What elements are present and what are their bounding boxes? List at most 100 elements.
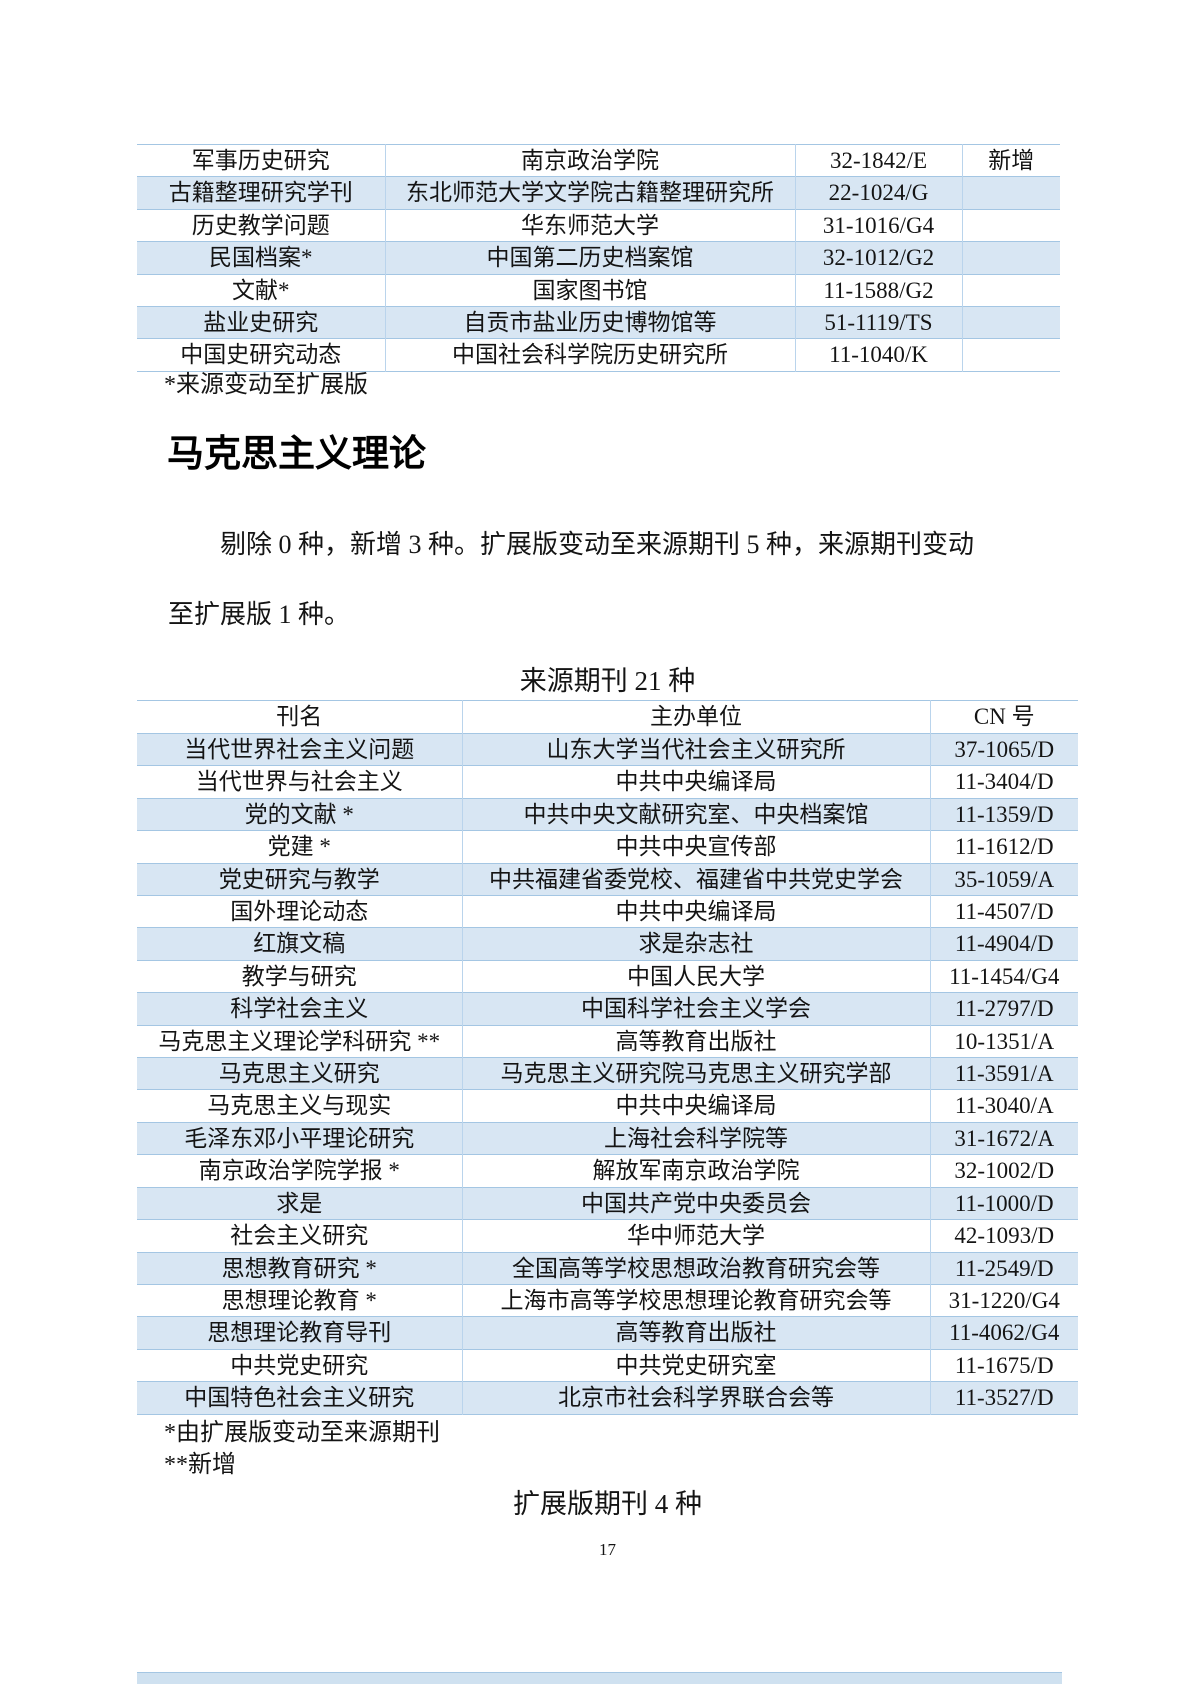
table-cell-org: 华东师范大学 bbox=[384, 209, 795, 242]
table-row: 教学与研究 中国人民大学 11-1454/G4 bbox=[137, 960, 1078, 993]
table-cell-cn: 11-3527/D bbox=[929, 1381, 1078, 1415]
table-row: 思想理论教育导刊 高等教育出版社 11-4062/G4 bbox=[137, 1316, 1078, 1350]
table-cell-cn: 11-3591/A bbox=[929, 1057, 1078, 1090]
table-cell-title: 中国特色社会主义研究 bbox=[184, 1385, 415, 1411]
table-cell-title: 党建 * bbox=[267, 834, 331, 860]
table-row: 科学社会主义 中国科学社会主义学会 11-2797/D bbox=[137, 992, 1078, 1026]
table-cell-title: 古籍整理研究学刊 bbox=[168, 180, 353, 206]
table-cell-note bbox=[961, 338, 1060, 372]
table-cell-org: 中共福建省委党校、福建省中共党史学会 bbox=[461, 863, 930, 896]
table-cell-title: 马克思主义理论学科研究 ** bbox=[158, 1028, 441, 1054]
table-cell-cn: 11-1675/D bbox=[929, 1349, 1078, 1382]
section-heading-marxism-theory: 马克思主义理论 bbox=[167, 433, 426, 474]
table-cell-title: 求是 bbox=[276, 1190, 323, 1216]
table-row: 社会主义研究 华中师范大学 42-1093/D bbox=[137, 1219, 1078, 1252]
table-cell-org: 中国共产党中央委员会 bbox=[461, 1187, 930, 1220]
table-row: 党建 * 中共中央宣传部 11-1612/D bbox=[137, 830, 1078, 864]
paragraph-line: 至扩展版 1 种。 bbox=[168, 600, 351, 629]
table-cell-title: 国外理论动态 bbox=[230, 899, 369, 925]
table-cell-note bbox=[961, 274, 1060, 307]
table-row: 毛泽东邓小平理论研究 上海社会科学院等 31-1672/A bbox=[137, 1122, 1078, 1155]
table-cell-cn: 11-1454/G4 bbox=[929, 960, 1078, 993]
table-cell-cn: 11-2549/D bbox=[929, 1252, 1078, 1285]
table-cell-title: 科学社会主义 bbox=[230, 996, 369, 1022]
table-cell-cn: 11-1000/D bbox=[929, 1187, 1078, 1220]
column-header-organizer: 主办单位 bbox=[461, 700, 930, 734]
page-number: 17 bbox=[599, 1540, 616, 1559]
table-cell-org: 马克思主义研究院马克思主义研究学部 bbox=[461, 1057, 930, 1090]
table-cell-org: 南京政治学院 bbox=[384, 144, 795, 177]
table-cell-title: 红旗文稿 bbox=[253, 931, 346, 957]
table-cell-cn: 11-4904/D bbox=[929, 927, 1078, 961]
table-cell-org: 解放军南京政治学院 bbox=[461, 1154, 930, 1188]
table-cell-title: 历史教学问题 bbox=[191, 212, 330, 238]
table-cell-cn: 11-4062/G4 bbox=[929, 1316, 1078, 1350]
table-cell-cn: 51-1119/TS bbox=[794, 306, 962, 339]
table-header-row: 刊名 主办单位 CN 号 bbox=[137, 700, 1078, 734]
table-row: 当代世界社会主义问题 山东大学当代社会主义研究所 37-1065/D bbox=[137, 733, 1078, 766]
table-cell-title: 当代世界与社会主义 bbox=[195, 769, 403, 795]
table-row: 中共党史研究 中共党史研究室 11-1675/D bbox=[137, 1349, 1078, 1382]
table-cell-note bbox=[961, 176, 1060, 210]
table-cell-org: 中国第二历史档案馆 bbox=[384, 241, 795, 275]
table-cell-cn: 42-1093/D bbox=[929, 1219, 1078, 1252]
table-cell-cn: 11-3040/A bbox=[929, 1089, 1078, 1123]
source-journals-caption: 来源期刊 21 种 bbox=[519, 666, 696, 696]
table-row: 中国史研究动态 中国社会科学院历史研究所 11-1040/K bbox=[137, 338, 1060, 372]
table-cell-title: 南京政治学院学报 * bbox=[198, 1158, 400, 1184]
history-journals-table: 军事历史研究 南京政治学院 32-1842/E 新增古籍整理研究学刊 东北师范大学文学院… bbox=[137, 144, 1060, 372]
table-cell-org: 高等教育出版社 bbox=[461, 1025, 930, 1058]
table-row: 党的文献 * 中共中央文献研究室、中央档案馆 11-1359/D bbox=[137, 798, 1078, 831]
table-row: 历史教学问题 华东师范大学 31-1016/G4 bbox=[137, 209, 1060, 242]
next-table-strip bbox=[137, 1672, 1062, 1684]
column-header-cn-number: CN 号 bbox=[929, 700, 1078, 734]
table-cell-org: 华中师范大学 bbox=[461, 1219, 930, 1252]
table-cell-title: 军事历史研究 bbox=[191, 148, 330, 173]
table-cell-org: 自贡市盐业历史博物馆等 bbox=[384, 306, 795, 339]
table-cell-org: 中国人民大学 bbox=[461, 960, 930, 993]
table-row: 马克思主义理论学科研究 ** 高等教育出版社 10-1351/A bbox=[137, 1025, 1078, 1058]
table-cell-note: 新增 bbox=[961, 144, 1060, 177]
table-cell-org: 北京市社会科学界联合会等 bbox=[461, 1381, 930, 1415]
table-row: 军事历史研究 南京政治学院 32-1842/E 新增 bbox=[137, 144, 1060, 177]
table-row: 红旗文稿 求是杂志社 11-4904/D bbox=[137, 927, 1078, 961]
table-cell-org: 中共中央编译局 bbox=[461, 1089, 930, 1123]
table-cell-cn: 31-1220/G4 bbox=[929, 1284, 1078, 1317]
table-cell-cn: 11-3404/D bbox=[929, 765, 1078, 799]
table-cell-cn: 37-1065/D bbox=[929, 733, 1078, 766]
table-cell-title: 中共党史研究 bbox=[230, 1352, 369, 1378]
table-cell-org: 国家图书馆 bbox=[384, 274, 795, 307]
table-cell-title: 思想理论教育 * bbox=[221, 1287, 377, 1313]
table-cell-title: 中国史研究动态 bbox=[180, 342, 342, 368]
table-cell-org: 东北师范大学文学院古籍整理研究所 bbox=[384, 176, 795, 210]
table-cell-cn: 22-1024/G bbox=[794, 176, 962, 210]
table-cell-title: 党史研究与教学 bbox=[218, 866, 380, 892]
table-row: 马克思主义与现实 中共中央编译局 11-3040/A bbox=[137, 1089, 1078, 1123]
paragraph-line: 剔除 0 种，新增 3 种。扩展版变动至来源期刊 5 种，来源期刊变动 bbox=[220, 530, 975, 559]
table-row: 思想理论教育 * 上海市高等学校思想理论教育研究会等 31-1220/G4 bbox=[137, 1284, 1078, 1317]
table-cell-org: 山东大学当代社会主义研究所 bbox=[461, 733, 930, 766]
table-cell-cn: 31-1016/G4 bbox=[794, 209, 962, 242]
table-cell-title: 马克思主义研究 bbox=[218, 1061, 380, 1087]
table-cell-org: 中共中央编译局 bbox=[461, 765, 930, 799]
table-cell-cn: 11-1612/D bbox=[929, 830, 1078, 864]
table-cell-cn: 11-2797/D bbox=[929, 992, 1078, 1026]
table-cell-org: 全国高等学校思想政治教育研究会等 bbox=[461, 1252, 930, 1285]
table-row: 国外理论动态 中共中央编译局 11-4507/D bbox=[137, 895, 1078, 928]
table-cell-title: 毛泽东邓小平理论研究 bbox=[184, 1125, 415, 1151]
marxism-journals-table: 刊名 主办单位 CN 号 当代世界社会主义问题 山东大学当代社会主义研究所 37-1… bbox=[137, 700, 1078, 1415]
table-cell-note bbox=[961, 209, 1060, 242]
table-cell-org: 中共中央编译局 bbox=[461, 895, 930, 928]
footnote-newly-added: **新增 bbox=[164, 1452, 236, 1478]
table-cell-cn: 31-1672/A bbox=[929, 1122, 1078, 1155]
table-cell-org: 中国社会科学院历史研究所 bbox=[384, 338, 795, 372]
table-row: 南京政治学院学报 * 解放军南京政治学院 32-1002/D bbox=[137, 1154, 1078, 1188]
table-cell-cn: 32-1842/E bbox=[794, 144, 962, 177]
table-cell-title: 当代世界社会主义问题 bbox=[184, 737, 415, 762]
table-cell-org: 中共中央宣传部 bbox=[461, 830, 930, 864]
table-row: 古籍整理研究学刊 东北师范大学文学院古籍整理研究所 22-1024/G bbox=[137, 176, 1060, 210]
footnote-expanded-to-source: *由扩展版变动至来源期刊 bbox=[164, 1420, 440, 1446]
table-cell-title: 盐业史研究 bbox=[203, 310, 319, 336]
table-cell-cn: 32-1002/D bbox=[929, 1154, 1078, 1188]
table-cell-cn: 11-1588/G2 bbox=[794, 274, 962, 307]
